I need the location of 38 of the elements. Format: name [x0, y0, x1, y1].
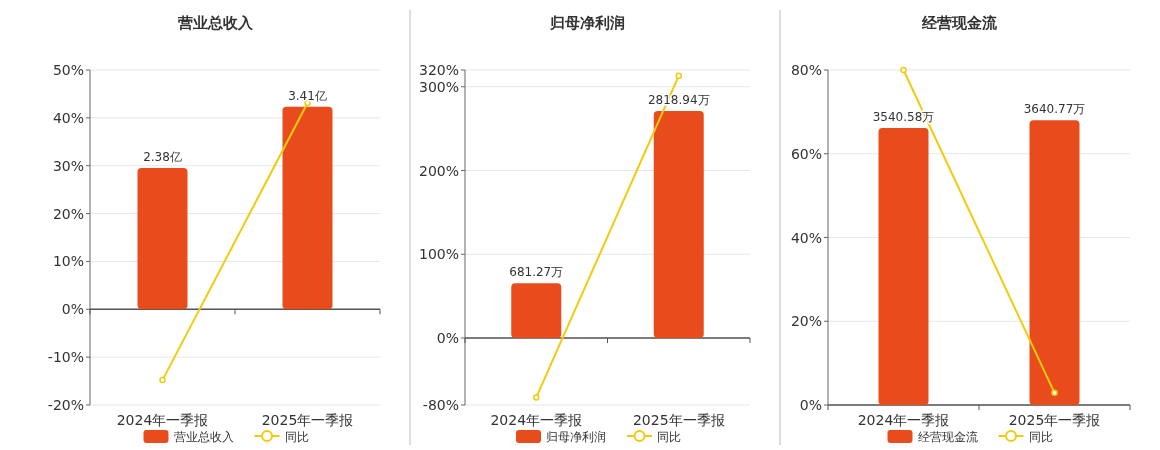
- data-label: 681.27万: [509, 265, 564, 280]
- y-tick-label: 80%: [790, 62, 822, 78]
- legend-label: 营业总收入: [173, 430, 234, 444]
- y-tick-label: 0%: [799, 397, 822, 413]
- y-tick-label: 0%: [436, 330, 459, 346]
- chart-title: 经营现金流: [920, 14, 998, 32]
- y-tick-label: 40%: [790, 229, 822, 246]
- y-tick-label: 10%: [52, 253, 84, 270]
- y-tick-label: 200%: [418, 162, 459, 179]
- x-tick-label: 2024年一季报: [490, 412, 583, 428]
- data-label: 3640.77万: [1023, 102, 1086, 117]
- y-tick-label: 100%: [418, 246, 459, 263]
- y-tick-label: 0%: [61, 301, 84, 318]
- x-tick-label: 2025年一季报: [1008, 412, 1101, 428]
- legend-label: 经营现金流: [917, 430, 978, 444]
- data-label: 3.41亿: [288, 88, 327, 103]
- y-tick-label: 20%: [52, 205, 84, 222]
- chart-title: 归母净利润: [549, 14, 625, 32]
- x-tick-label: 2024年一季报: [857, 412, 950, 428]
- x-tick-label: 2025年一季报: [632, 412, 725, 428]
- legend-label: 同比: [657, 430, 681, 444]
- chart-title: 营业总收入: [176, 14, 254, 32]
- y-tick-label: 320%: [418, 62, 459, 78]
- y-tick-label: -80%: [422, 397, 459, 413]
- legend-label: 同比: [284, 430, 309, 444]
- y-tick-label: 20%: [790, 313, 822, 330]
- y-tick-label: -20%: [47, 397, 84, 413]
- data-label: 2.38亿: [143, 150, 182, 165]
- y-tick-label: 50%: [52, 62, 84, 78]
- x-tick-label: 2024年一季报: [116, 412, 209, 428]
- legend-label: 同比: [1028, 430, 1053, 444]
- y-tick-label: 30%: [52, 157, 84, 174]
- x-tick-label: 2025年一季报: [261, 412, 354, 428]
- y-tick-label: 40%: [52, 109, 84, 126]
- y-tick-label: 60%: [790, 145, 822, 162]
- legend-label: 归母净利润: [546, 430, 606, 444]
- y-tick-label: -10%: [47, 349, 84, 366]
- y-tick-label: 300%: [418, 78, 459, 95]
